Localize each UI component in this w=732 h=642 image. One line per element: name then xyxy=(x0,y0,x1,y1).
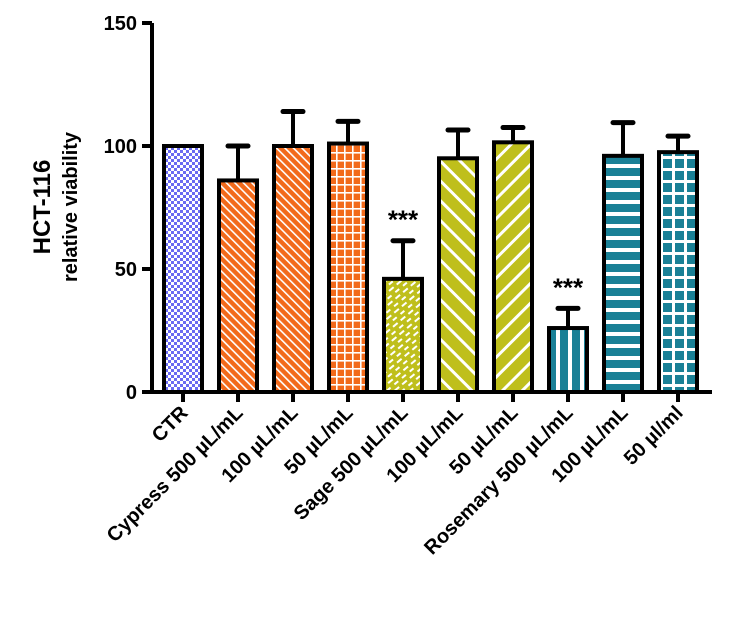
y-tick-label: 100 xyxy=(104,136,137,158)
x-tick-label: CTR xyxy=(148,402,193,447)
y-axis-subtitle: relative viability xyxy=(60,131,82,282)
bar xyxy=(437,156,479,394)
y-axis-title: HCT-116 xyxy=(29,160,56,255)
bar xyxy=(327,141,369,394)
y-axis: 0 50 100 150 xyxy=(104,13,154,404)
bar xyxy=(547,326,589,395)
bar xyxy=(272,144,314,394)
bar xyxy=(217,178,259,394)
y-tick-label: 0 xyxy=(126,382,137,404)
y-tick-label: 150 xyxy=(104,13,137,35)
y-tick-label: 50 xyxy=(115,259,137,281)
bar xyxy=(657,150,699,394)
significance-label: *** xyxy=(553,272,584,302)
bar xyxy=(162,144,204,394)
significance-label: *** xyxy=(388,205,419,235)
bar xyxy=(492,140,534,394)
x-tick-label: 50 µl/ml xyxy=(620,402,688,470)
bar xyxy=(602,153,644,394)
bars: *** *** xyxy=(162,109,699,395)
bar xyxy=(382,276,424,394)
